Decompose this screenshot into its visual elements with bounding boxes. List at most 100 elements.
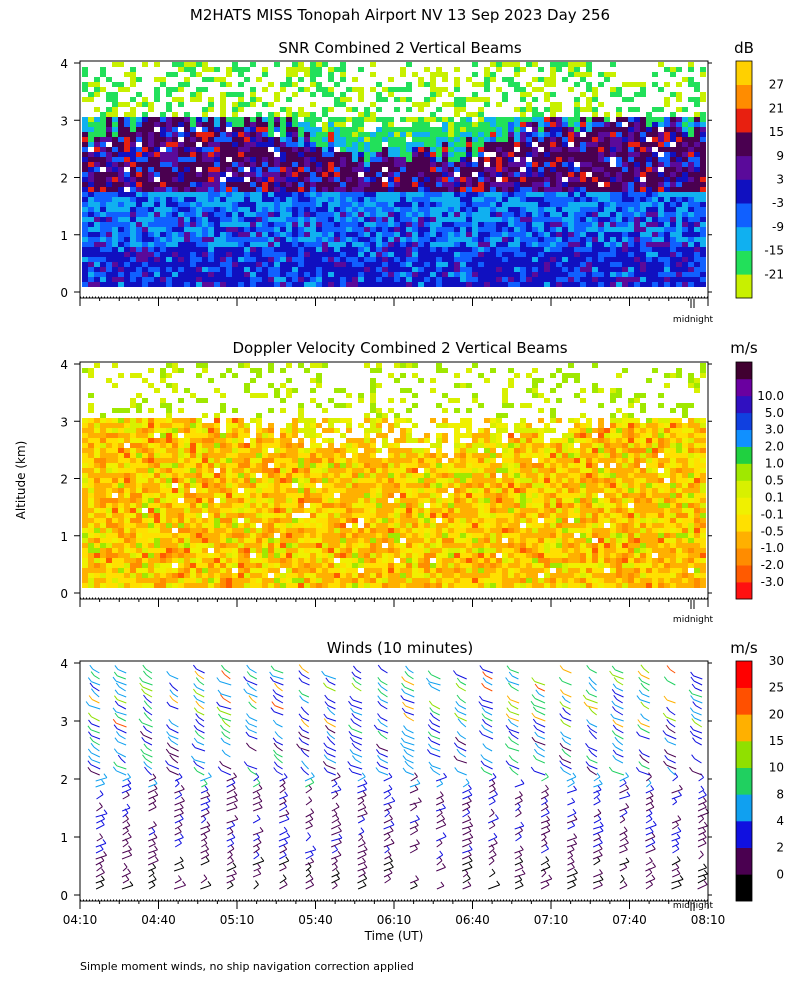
doppler-cell xyxy=(154,503,160,508)
snr-cell xyxy=(574,242,580,247)
snr-cell xyxy=(250,137,256,142)
snr-cell xyxy=(610,282,616,287)
snr-cell xyxy=(238,192,244,197)
snr-cell xyxy=(238,227,244,232)
doppler-cell xyxy=(178,423,184,428)
doppler-cell xyxy=(100,498,106,503)
snr-cell xyxy=(250,227,256,232)
snr-cell xyxy=(544,142,550,147)
snr-cell xyxy=(634,152,640,157)
snr-cell xyxy=(634,157,640,162)
snr-cell xyxy=(412,167,418,172)
snr-cell xyxy=(226,257,232,262)
snr-cell xyxy=(472,232,478,237)
doppler-cell xyxy=(184,573,190,578)
snr-cell xyxy=(538,87,544,92)
doppler-cell xyxy=(160,508,166,513)
snr-cell xyxy=(616,157,622,162)
snr-cell xyxy=(460,257,466,262)
snr-cell xyxy=(178,202,184,207)
snr-cell xyxy=(658,197,664,202)
snr-cell xyxy=(112,137,118,142)
snr-cell xyxy=(154,222,160,227)
snr-cell xyxy=(274,197,280,202)
snr-cell xyxy=(286,237,292,242)
snr-cell xyxy=(136,127,142,132)
snr-cell xyxy=(274,157,280,162)
doppler-cell xyxy=(142,438,148,443)
doppler-cell xyxy=(244,443,250,448)
snr-cell xyxy=(232,237,238,242)
snr-cell xyxy=(214,152,220,157)
snr-cell xyxy=(136,77,142,82)
snr-cell xyxy=(550,267,556,272)
snr-cell xyxy=(472,202,478,207)
snr-cell xyxy=(334,242,340,247)
snr-cell xyxy=(274,162,280,167)
snr-cell xyxy=(376,202,382,207)
snr-cell xyxy=(178,222,184,227)
snr-cell xyxy=(358,167,364,172)
snr-cell xyxy=(682,192,688,197)
doppler-cell xyxy=(154,533,160,538)
snr-cell xyxy=(490,272,496,277)
snr-cell xyxy=(574,207,580,212)
snr-cell xyxy=(568,187,574,192)
doppler-cell xyxy=(172,578,178,583)
doppler-cell xyxy=(142,468,148,473)
snr-cell xyxy=(82,82,88,87)
snr-cell xyxy=(268,197,274,202)
doppler-cell xyxy=(112,538,118,543)
snr-cell xyxy=(664,147,670,152)
snr-cell xyxy=(406,132,412,137)
snr-cell xyxy=(436,262,442,267)
doppler-cell xyxy=(178,543,184,548)
snr-cell xyxy=(412,222,418,227)
snr-cell xyxy=(136,267,142,272)
snr-cell xyxy=(514,272,520,277)
snr-cell xyxy=(700,172,706,177)
doppler-cell xyxy=(190,583,196,588)
doppler-cell xyxy=(112,463,118,468)
snr-cell xyxy=(616,267,622,272)
snr-cell xyxy=(370,177,376,182)
snr-cell xyxy=(460,147,466,152)
snr-cell xyxy=(562,172,568,177)
snr-cell xyxy=(418,212,424,217)
snr-cell xyxy=(154,132,160,137)
snr-cell xyxy=(208,142,214,147)
snr-cell xyxy=(364,187,370,192)
doppler-cell xyxy=(172,443,178,448)
snr-cell xyxy=(676,212,682,217)
snr-cell xyxy=(340,142,346,147)
snr-cell xyxy=(382,227,388,232)
snr-cell xyxy=(208,162,214,167)
snr-cell xyxy=(340,172,346,177)
snr-cell xyxy=(142,247,148,252)
snr-cell xyxy=(574,107,580,112)
snr-cell xyxy=(370,232,376,237)
snr-cell xyxy=(448,182,454,187)
snr-cell xyxy=(298,62,304,67)
snr-cell xyxy=(322,62,328,67)
doppler-cell xyxy=(130,418,136,423)
snr-cell xyxy=(454,112,460,117)
snr-cell xyxy=(160,247,166,252)
doppler-cell xyxy=(184,538,190,543)
doppler-cell xyxy=(148,558,154,563)
snr-cell xyxy=(178,157,184,162)
doppler-cell xyxy=(190,553,196,558)
snr-cell xyxy=(508,242,514,247)
snr-cell xyxy=(472,92,478,97)
doppler-cell xyxy=(190,508,196,513)
snr-cell xyxy=(154,262,160,267)
doppler-cell xyxy=(112,458,118,463)
snr-cell xyxy=(220,187,226,192)
snr-cell xyxy=(310,172,316,177)
snr-cell xyxy=(538,177,544,182)
doppler-cell xyxy=(88,493,94,498)
doppler-cell xyxy=(202,563,208,568)
snr-cell xyxy=(562,267,568,272)
doppler-cell xyxy=(94,528,100,533)
